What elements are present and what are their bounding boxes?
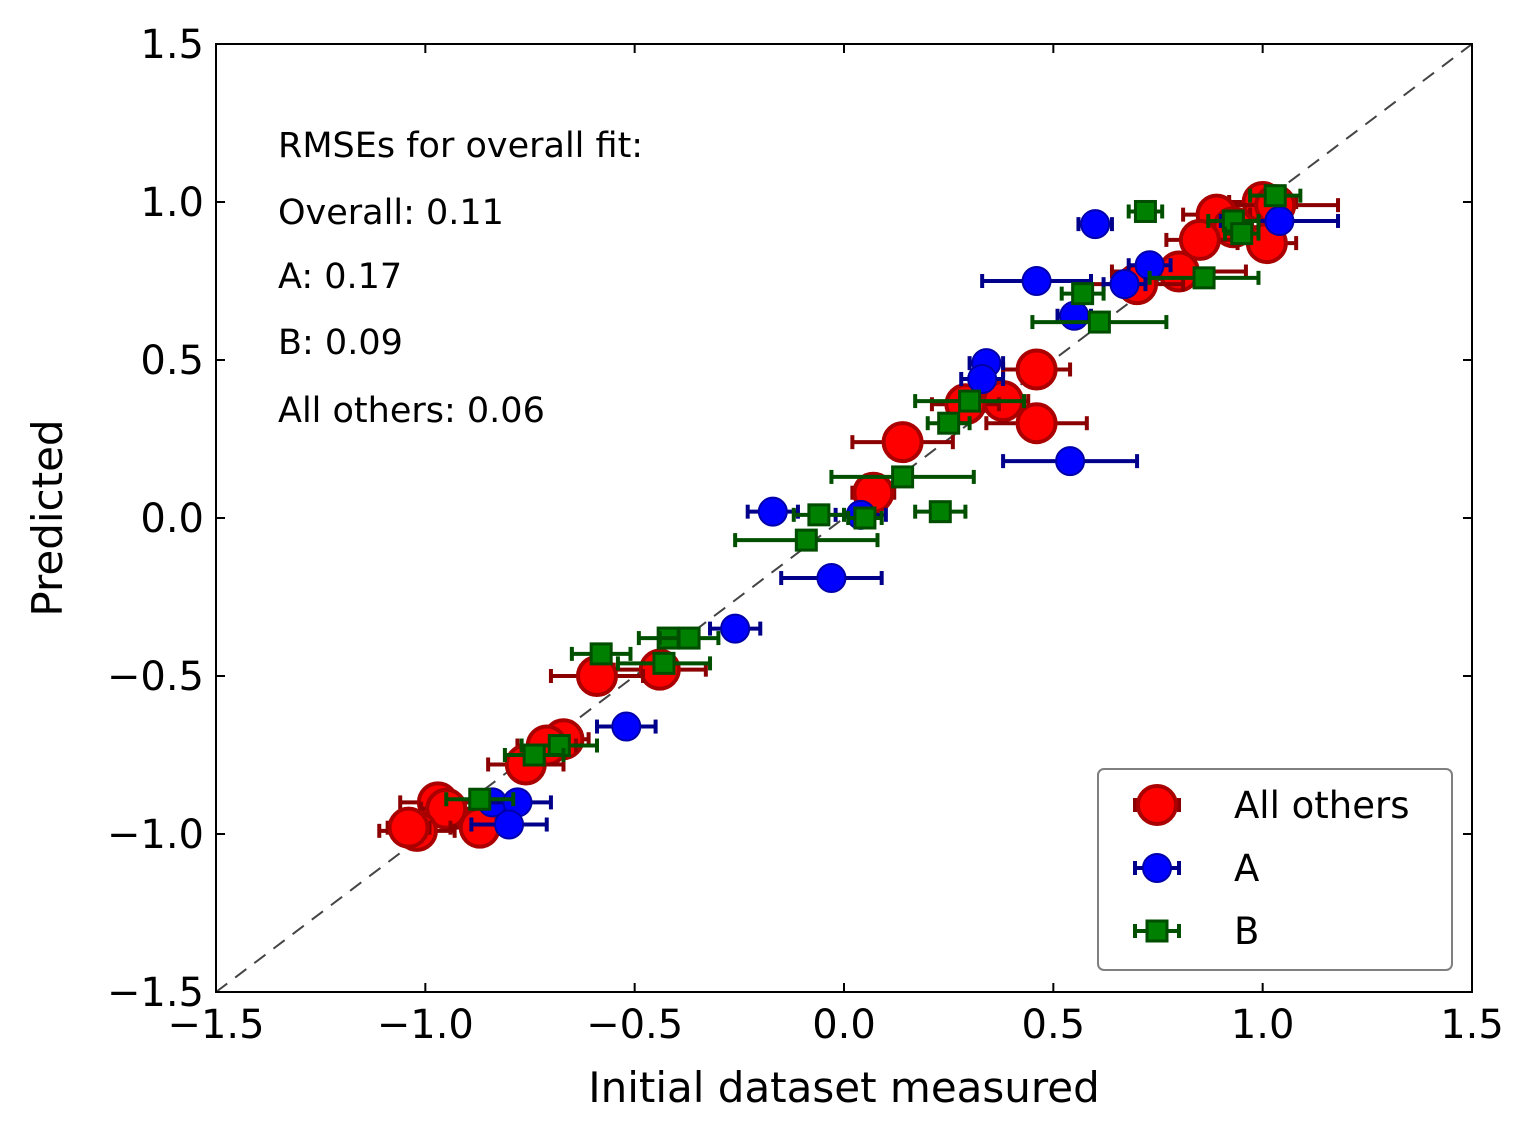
data-point	[928, 500, 952, 524]
data-point	[611, 711, 642, 742]
data-series	[377, 181, 1341, 852]
legend-marker	[1136, 784, 1178, 826]
plot-frame	[215, 43, 1473, 993]
data-point	[522, 743, 546, 767]
data-point	[468, 787, 492, 811]
data-point	[677, 626, 701, 650]
data-point	[794, 528, 818, 552]
data-point	[1059, 300, 1090, 331]
y-tick-label: −0.5	[107, 654, 204, 700]
axis-ticks: −1.5 −1.0 −0.5 0.0 0.5 1.0 1.5 −1.5 −1.0 −0.5 0.0 0…	[107, 22, 1504, 1048]
data-point	[1021, 266, 1052, 296]
series-b	[444, 184, 1303, 811]
data-point	[1071, 282, 1095, 306]
y-tick-label: −1.5	[107, 970, 204, 1016]
x-tick-label: −0.5	[586, 1002, 683, 1048]
data-point	[757, 496, 788, 527]
data-point	[958, 389, 982, 413]
x-tick-label: 0.5	[1022, 1002, 1086, 1048]
annotation-line: A: 0.17	[278, 257, 402, 297]
data-point	[937, 411, 961, 435]
data-point	[652, 651, 676, 675]
data-point	[387, 806, 430, 849]
annotation-line: All others: 0.06	[278, 391, 545, 431]
legend-markers	[1133, 784, 1181, 943]
data-point	[1133, 199, 1157, 223]
y-tick-label: −1.0	[107, 812, 204, 858]
x-tick-label: 1.5	[1440, 1002, 1504, 1048]
data-point	[1109, 269, 1140, 300]
data-point	[816, 563, 847, 594]
legend-marker	[1145, 919, 1169, 943]
data-point	[547, 734, 571, 758]
data-point	[1015, 348, 1058, 391]
data-point	[1264, 205, 1295, 236]
x-tick-label: −1.5	[167, 1002, 264, 1048]
data-point	[881, 421, 924, 464]
annotation-line: B: 0.09	[278, 323, 403, 363]
legend-label-all-others: All others	[1234, 784, 1409, 827]
annotation-line: RMSEs for overall fit:	[278, 126, 643, 166]
data-point	[853, 506, 877, 530]
x-tick-label: 0.0	[812, 1002, 876, 1048]
y-tick-label: 0.0	[140, 496, 204, 542]
legend-label-a: A	[1234, 847, 1259, 890]
legend-label-b: B	[1234, 910, 1259, 953]
y-tick-label: 0.5	[140, 338, 204, 384]
data-point	[1015, 402, 1058, 445]
data-point	[891, 465, 915, 489]
data-point	[1263, 184, 1287, 208]
data-point	[807, 503, 831, 527]
legend-marker	[1142, 853, 1172, 883]
data-point	[1087, 310, 1111, 334]
y-axis-title: Predicted	[23, 419, 72, 616]
x-axis-title: Initial dataset measured	[588, 1063, 1100, 1112]
data-point	[1230, 222, 1254, 246]
data-point	[967, 363, 998, 394]
data-point	[1055, 446, 1086, 477]
x-tick-label: −1.0	[377, 1002, 474, 1048]
y-tick-label: 1.5	[140, 22, 204, 68]
data-point	[589, 642, 613, 666]
legend: All others A B	[1097, 768, 1453, 971]
data-point	[720, 613, 751, 644]
rmse-annotations: RMSEs for overall fit: Overall: 0.11 A: …	[278, 126, 643, 431]
data-point	[1178, 218, 1221, 261]
data-point	[1192, 266, 1216, 290]
x-tick-label: 1.0	[1231, 1002, 1295, 1048]
data-point	[1080, 209, 1111, 240]
data-point	[494, 809, 525, 840]
annotation-line: Overall: 0.11	[278, 193, 504, 233]
legend-box	[1097, 768, 1453, 971]
y-tick-label: 1.0	[140, 180, 204, 226]
